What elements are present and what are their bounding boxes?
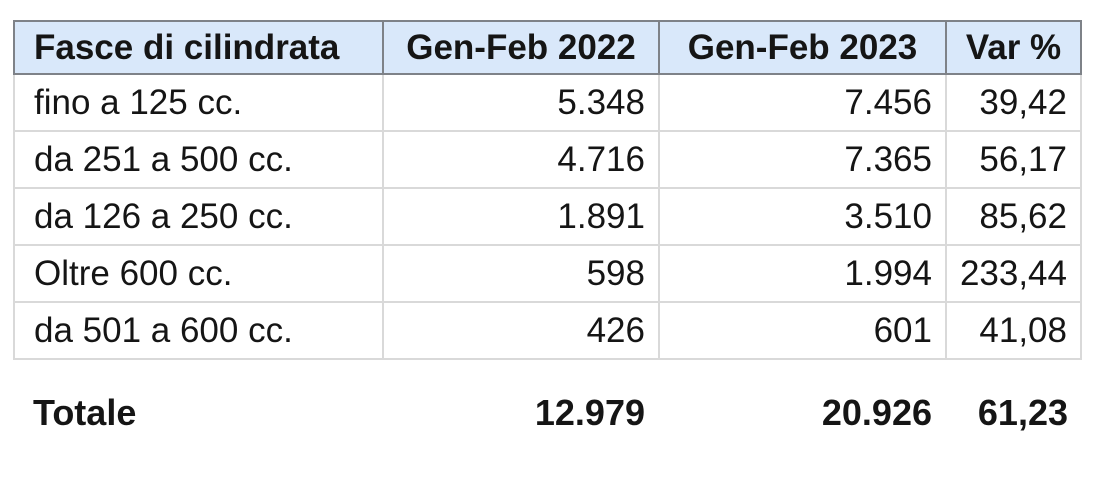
value-2023: 1.994 xyxy=(658,244,947,303)
header-var-pct: Var % xyxy=(945,20,1082,75)
cilindrata-table: Fasce di cilindrata Gen-Feb 2022 Gen-Feb… xyxy=(13,20,1082,360)
row-label: da 251 a 500 cc. xyxy=(13,130,384,189)
table-row: da 501 a 600 cc. 426 601 41,08 xyxy=(13,301,1082,360)
row-label: fino a 125 cc. xyxy=(13,73,384,132)
total-row: Totale 12.979 20.926 61,23 xyxy=(13,392,1096,434)
value-2022: 598 xyxy=(382,244,660,303)
value-2022: 426 xyxy=(382,301,660,360)
value-2023: 7.365 xyxy=(658,130,947,189)
header-fasce-di-cilindrata: Fasce di cilindrata xyxy=(13,20,384,75)
total-value-2023: 20.926 xyxy=(821,392,932,433)
page: Fasce di cilindrata Gen-Feb 2022 Gen-Feb… xyxy=(0,20,1096,492)
value-2023: 7.456 xyxy=(658,73,947,132)
row-label: Oltre 600 cc. xyxy=(13,244,384,303)
table-row: Oltre 600 cc. 598 1.994 233,44 xyxy=(13,244,1082,303)
value-2023: 3.510 xyxy=(658,187,947,246)
value-var: 85,62 xyxy=(945,187,1082,246)
value-2023: 601 xyxy=(658,301,947,360)
row-label: da 126 a 250 cc. xyxy=(13,187,384,246)
total-label: Totale xyxy=(33,392,137,433)
value-var: 233,44 xyxy=(945,244,1082,303)
table-row: fino a 125 cc. 5.348 7.456 39,42 xyxy=(13,73,1082,132)
value-2022: 4.716 xyxy=(382,130,660,189)
header-gen-feb-2022: Gen-Feb 2022 xyxy=(382,20,660,75)
row-label: da 501 a 600 cc. xyxy=(13,301,384,360)
header-row: Fasce di cilindrata Gen-Feb 2022 Gen-Feb… xyxy=(13,20,1082,75)
total-value-2022: 12.979 xyxy=(534,392,645,433)
total-value-var: 61,23 xyxy=(977,392,1068,433)
value-2022: 1.891 xyxy=(382,187,660,246)
table-row: da 126 a 250 cc. 1.891 3.510 85,62 xyxy=(13,187,1082,246)
value-var: 56,17 xyxy=(945,130,1082,189)
header-gen-feb-2023: Gen-Feb 2023 xyxy=(658,20,947,75)
value-var: 39,42 xyxy=(945,73,1082,132)
value-2022: 5.348 xyxy=(382,73,660,132)
table-row: da 251 a 500 cc. 4.716 7.365 56,17 xyxy=(13,130,1082,189)
value-var: 41,08 xyxy=(945,301,1082,360)
